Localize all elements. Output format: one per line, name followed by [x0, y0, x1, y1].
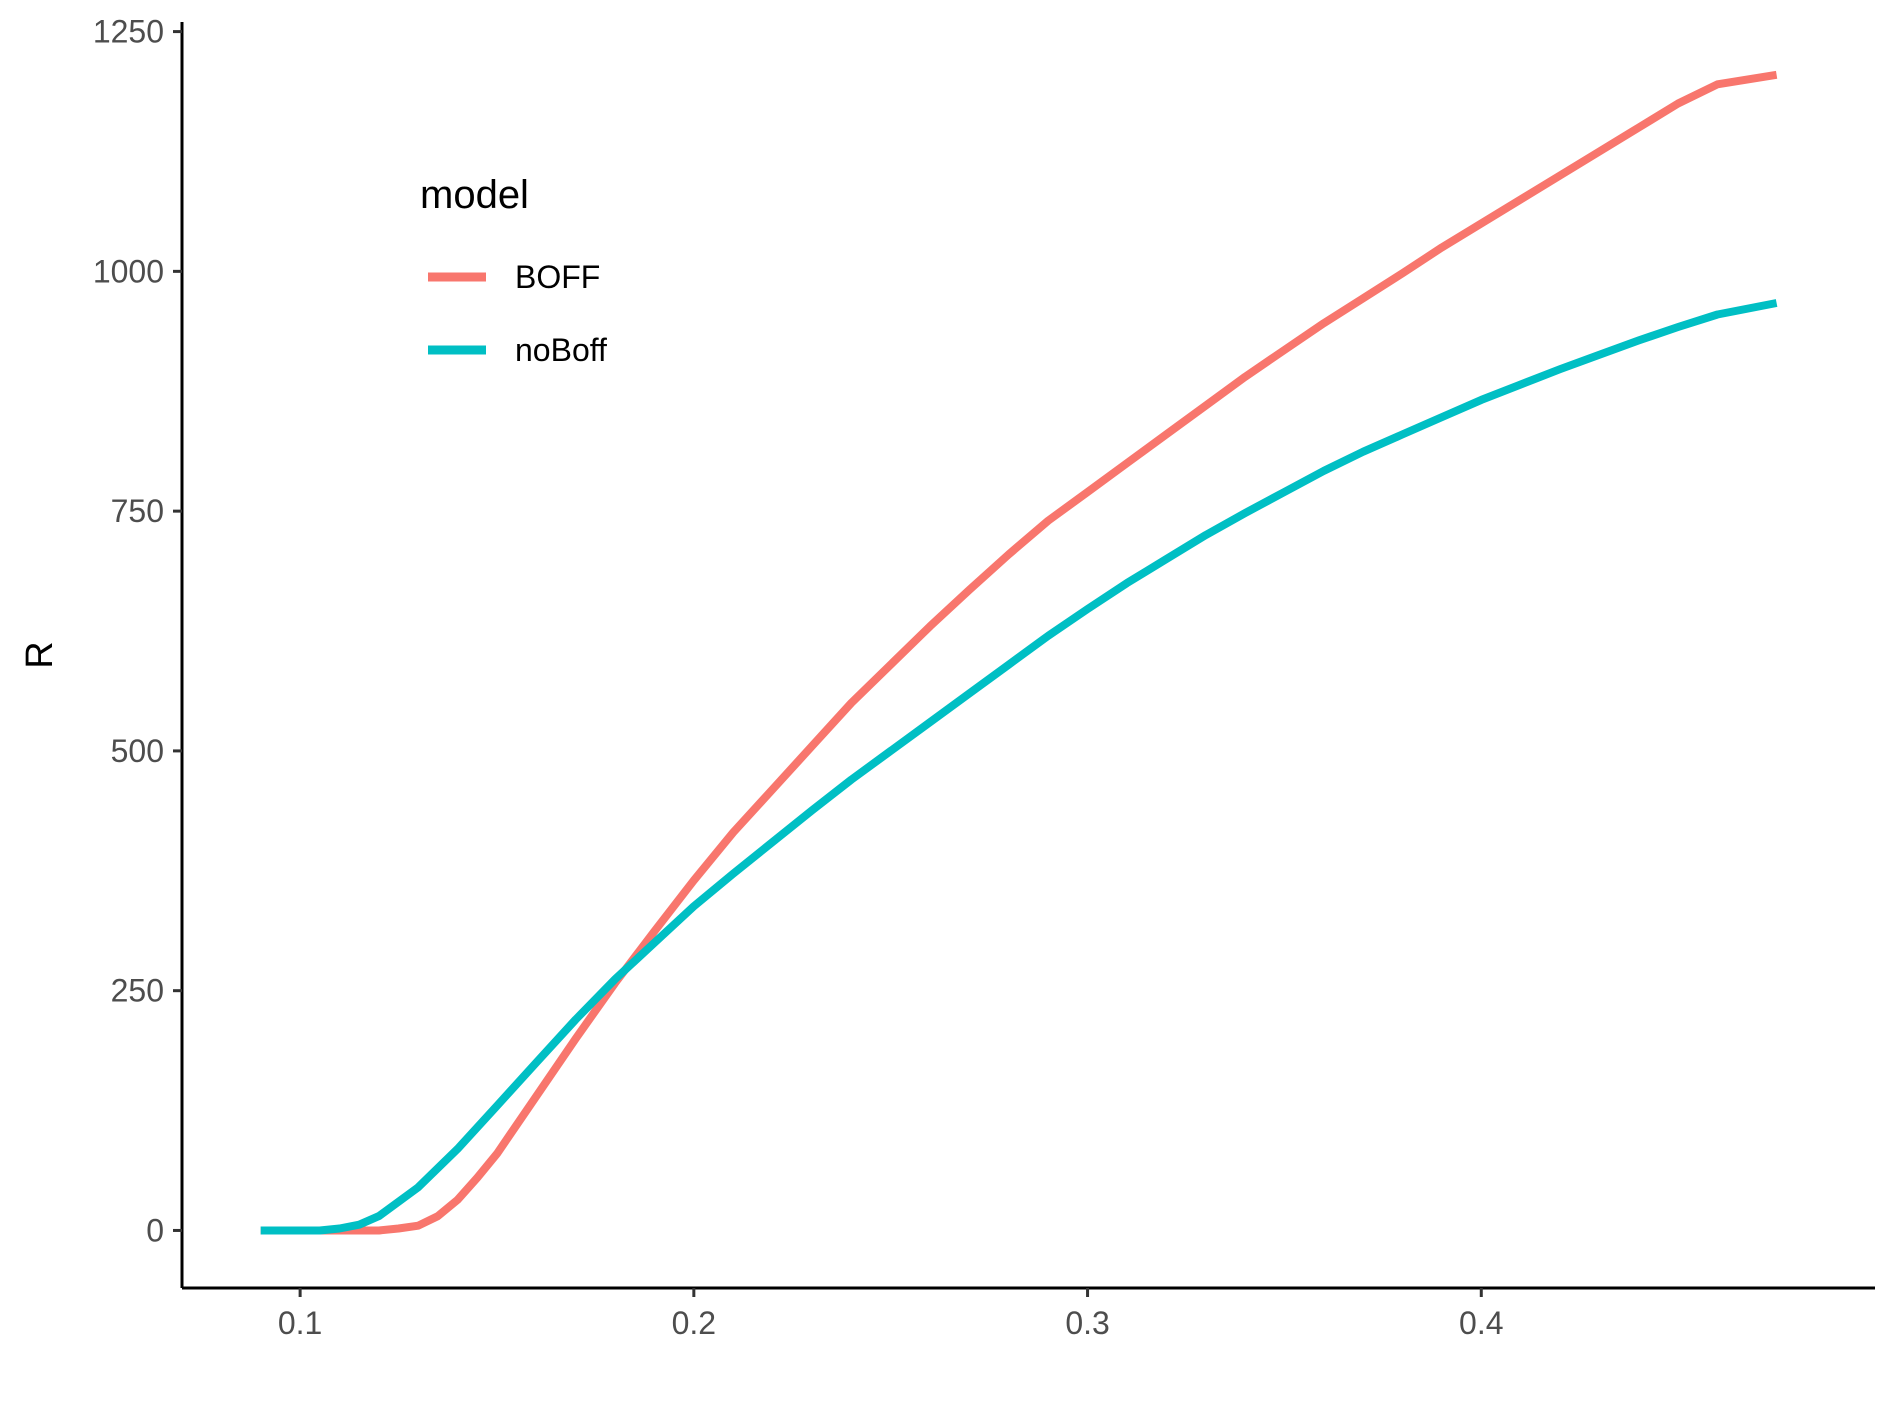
legend-label-boff: BOFF: [515, 259, 600, 295]
legend-label-noboff: noBoff: [515, 332, 607, 368]
series-line-boff: [260, 70, 1778, 1235]
series-line-noboff: [260, 299, 1778, 1235]
axes: 0 250 500 750 1000 1250 0.1 0.2 0.3 0.4: [93, 14, 1875, 1341]
legend: model BOFF noBoff: [420, 173, 607, 368]
x-tick-label: 0.2: [672, 1305, 716, 1341]
x-tick-label: 0.4: [1459, 1305, 1503, 1341]
y-axis-title: R: [19, 641, 61, 668]
x-ticks: 0.1 0.2 0.3 0.4: [278, 1288, 1504, 1341]
y-tick-label: 1250: [93, 14, 164, 50]
legend-title: model: [420, 173, 529, 217]
y-tick-label: 1000: [93, 253, 164, 289]
y-ticks: 0 250 500 750 1000 1250: [93, 14, 182, 1248]
y-tick-label: 0: [146, 1212, 164, 1248]
x-tick-label: 0.3: [1065, 1305, 1109, 1341]
y-tick-label: 500: [111, 733, 164, 769]
y-tick-label: 750: [111, 493, 164, 529]
legend-items: BOFF noBoff: [428, 259, 607, 368]
series-layer: [260, 70, 1778, 1235]
x-tick-label: 0.1: [278, 1305, 322, 1341]
y-tick-label: 250: [111, 973, 164, 1009]
